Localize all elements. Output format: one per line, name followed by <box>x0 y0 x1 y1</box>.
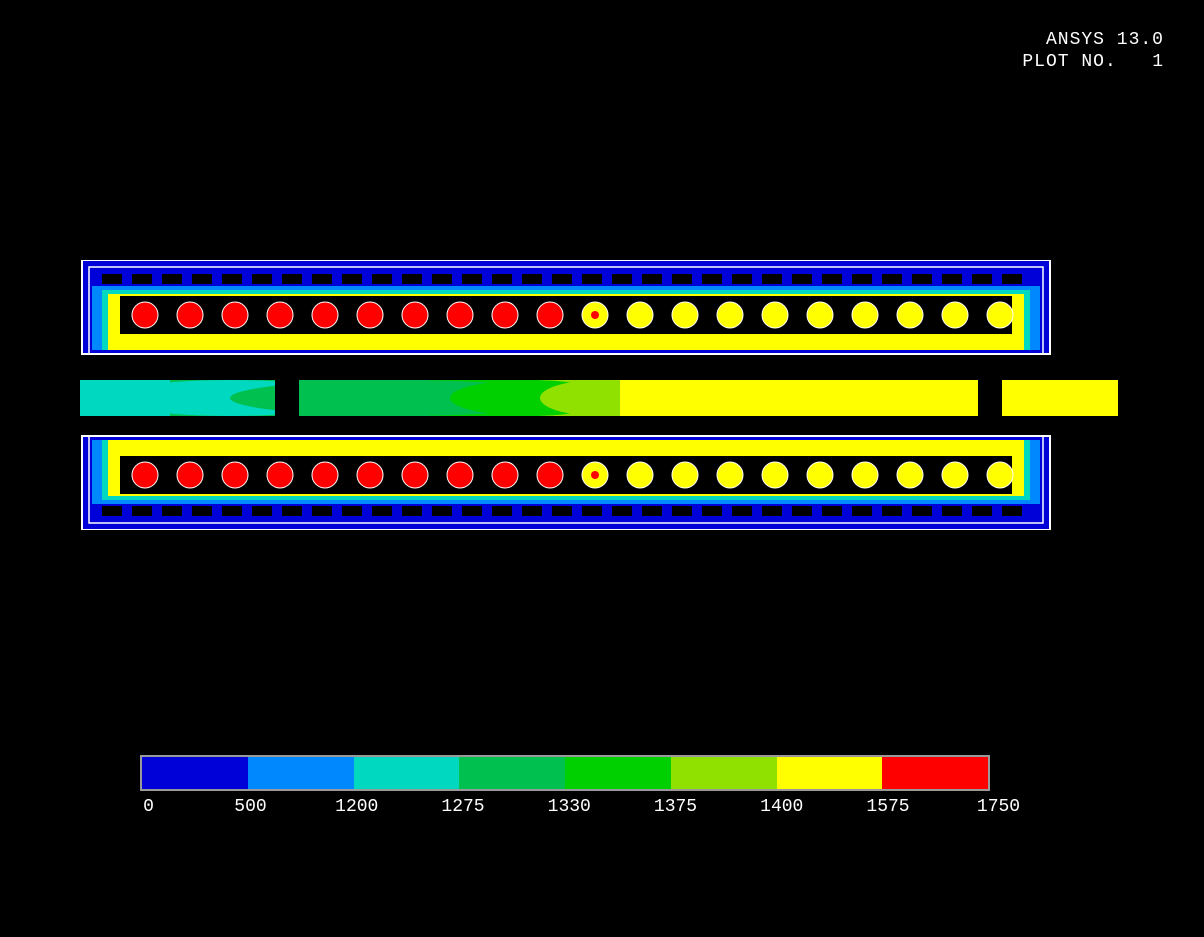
roller-top <box>537 302 563 328</box>
roller-bottom <box>537 462 563 488</box>
roller-top <box>807 302 833 328</box>
roller-bottom <box>717 462 743 488</box>
legend-segment <box>459 757 565 789</box>
legend-tick-label: 1275 <box>441 797 484 817</box>
roller-top <box>357 302 383 328</box>
legend-segment <box>777 757 883 789</box>
legend-segment <box>565 757 671 789</box>
legend-segment <box>354 757 460 789</box>
roller-bottom <box>627 462 653 488</box>
roller-top <box>942 302 968 328</box>
roller-bottom <box>492 462 518 488</box>
roller-top <box>627 302 653 328</box>
roller-top <box>312 302 338 328</box>
roller-bottom <box>177 462 203 488</box>
roller-top <box>447 302 473 328</box>
roller-bottom <box>942 462 968 488</box>
roller-bottom <box>267 462 293 488</box>
roller-bottom <box>447 462 473 488</box>
roller-bottom <box>987 462 1013 488</box>
legend-tick-label: 1400 <box>760 797 803 817</box>
legend-segment <box>671 757 777 789</box>
roller-top <box>492 302 518 328</box>
roller-bottom <box>222 462 248 488</box>
legend-tick-label: 1375 <box>654 797 697 817</box>
legend-segment <box>882 757 988 789</box>
roller-bottom <box>852 462 878 488</box>
roller-top <box>717 302 743 328</box>
legend-tick-label: 1330 <box>548 797 591 817</box>
roller-top <box>762 302 788 328</box>
legend-bar <box>140 755 990 791</box>
roller-top <box>177 302 203 328</box>
legend-tick-label: 1200 <box>335 797 378 817</box>
roller-bottom <box>312 462 338 488</box>
roller-top <box>132 302 158 328</box>
legend-tick-label: 0 <box>143 797 154 817</box>
legend-labels: 05001200127513301375140015751750 <box>140 791 990 821</box>
roller-top <box>987 302 1013 328</box>
color-legend: 05001200127513301375140015751750 <box>140 755 990 821</box>
roller-bottom <box>357 462 383 488</box>
roller-bottom <box>672 462 698 488</box>
roller-top <box>672 302 698 328</box>
legend-tick-label: 1575 <box>866 797 909 817</box>
roller-top <box>267 302 293 328</box>
legend-segment <box>248 757 354 789</box>
roller-top <box>852 302 878 328</box>
roller-bottom <box>897 462 923 488</box>
roller-bottom <box>402 462 428 488</box>
software-version: ANSYS 13.0 <box>1046 30 1164 50</box>
legend-tick-label: 1750 <box>977 797 1020 817</box>
roller-bottom <box>762 462 788 488</box>
legend-tick-label: 500 <box>234 797 266 817</box>
roller-bottom <box>807 462 833 488</box>
contour-plot <box>80 260 1120 530</box>
plot-number: PLOT NO. 1 <box>1022 52 1164 72</box>
roller-bottom <box>132 462 158 488</box>
roller-top <box>897 302 923 328</box>
roller-top <box>222 302 248 328</box>
legend-segment <box>142 757 248 789</box>
roller-top <box>402 302 428 328</box>
